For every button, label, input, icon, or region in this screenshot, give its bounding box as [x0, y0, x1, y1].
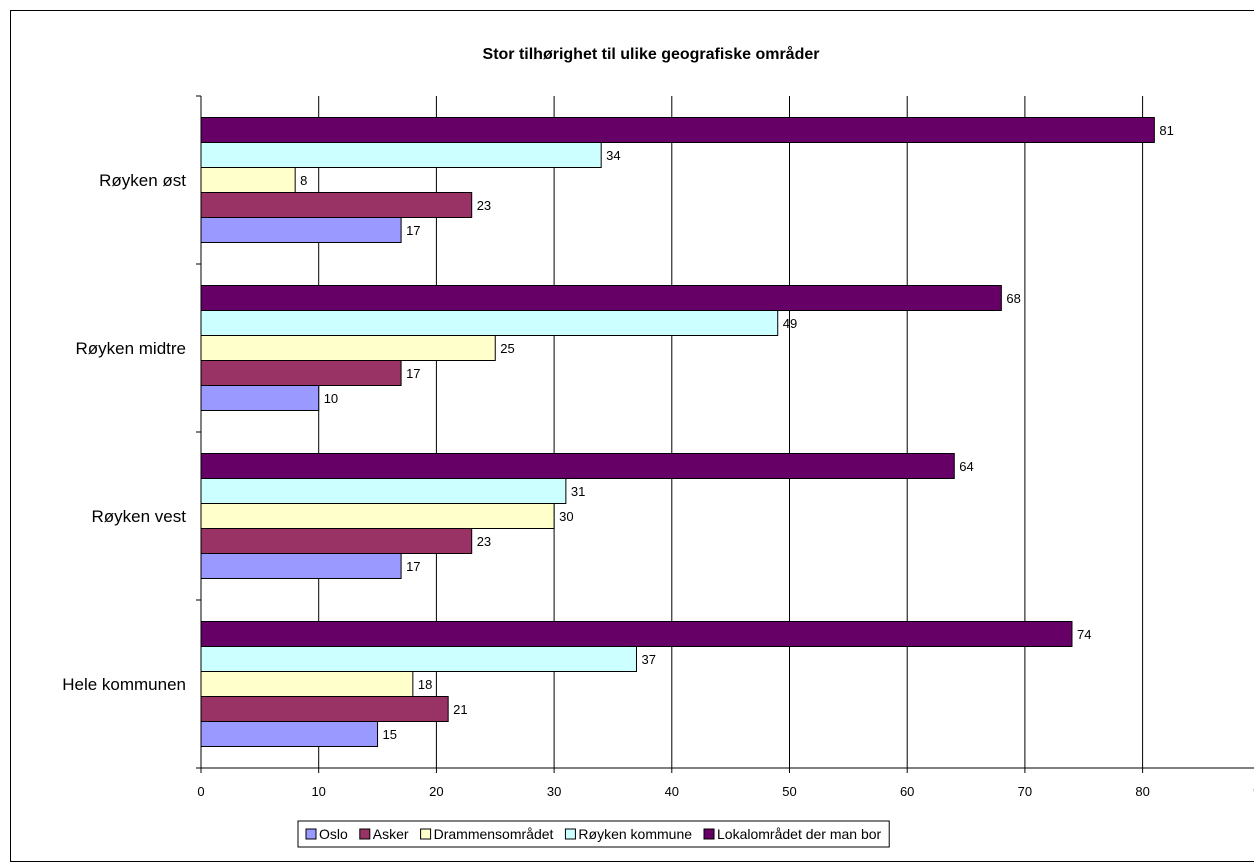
bar: [200, 553, 402, 579]
bar: [200, 721, 379, 747]
data-label: 34: [606, 148, 620, 163]
x-tick-label: 50: [782, 784, 796, 799]
x-tick-label: 20: [429, 784, 443, 799]
data-label: 17: [406, 223, 420, 238]
data-label: 23: [477, 198, 491, 213]
legend-swatch: [359, 828, 371, 840]
bar: [200, 310, 779, 336]
data-label: 21: [453, 702, 467, 717]
x-tick-label: 80: [1135, 784, 1149, 799]
category-label: Røyken vest: [92, 507, 187, 526]
bar: [200, 167, 296, 193]
data-label: 31: [571, 484, 585, 499]
bar: [200, 453, 955, 479]
category-label: Røyken øst: [99, 171, 186, 190]
bar: [200, 335, 496, 361]
data-label: 8: [300, 173, 307, 188]
legend-entry: Drammensområdet: [434, 826, 554, 842]
x-tick-label: 60: [900, 784, 914, 799]
data-label: 23: [477, 534, 491, 549]
data-label: 68: [1006, 291, 1020, 306]
x-tick-label: 30: [547, 784, 561, 799]
bar: [200, 285, 1002, 311]
bar: [200, 646, 637, 672]
bar: [200, 217, 402, 243]
category-label: Røyken midtre: [75, 339, 186, 358]
x-tick-label: 70: [1018, 784, 1032, 799]
data-label: 64: [959, 459, 973, 474]
legend-entry: Lokalområdet der man bor: [717, 826, 882, 842]
bar: [200, 142, 602, 168]
chart: Stor tilhørighet til ulike geografiske o…: [62, 45, 1254, 848]
x-tick-label: 10: [311, 784, 325, 799]
data-label: 17: [406, 366, 420, 381]
bar: [200, 385, 320, 411]
bar: [200, 621, 1073, 647]
labels: 0102030405060708090Røyken øst172383481Rø…: [62, 123, 1254, 799]
data-label: 10: [324, 391, 338, 406]
bar: [200, 671, 414, 697]
legend-entry: Røyken kommune: [578, 826, 692, 842]
x-tick-label: 40: [665, 784, 679, 799]
data-label: 17: [406, 559, 420, 574]
data-label: 25: [500, 341, 514, 356]
x-tick-label: 0: [197, 784, 204, 799]
legend-swatch: [564, 828, 576, 840]
legend-entry: Asker: [373, 826, 409, 842]
legend-swatch: [703, 828, 715, 840]
data-label: 18: [418, 677, 432, 692]
bar: [200, 478, 567, 504]
legend: Oslo Asker Drammensområdet Røyken kommune Lo…: [297, 820, 890, 848]
data-label: 81: [1159, 123, 1173, 138]
legend-entry: Oslo: [319, 826, 348, 842]
chart-frame: Stor tilhørighet til ulike geografiske o…: [10, 10, 1254, 862]
legend-swatch: [305, 828, 317, 840]
legend-box: [297, 820, 890, 848]
data-label: 15: [383, 727, 397, 742]
category-label: Hele kommunen: [62, 675, 186, 694]
data-label: 74: [1077, 627, 1091, 642]
bar: [200, 503, 555, 529]
bar: [200, 360, 402, 386]
data-label: 37: [641, 652, 655, 667]
bar: [200, 117, 1155, 143]
data-label: 30: [559, 509, 573, 524]
legend-swatch: [420, 828, 432, 840]
bar: [200, 192, 473, 218]
bars: [200, 117, 1155, 747]
bar: [200, 696, 449, 722]
data-label: 49: [783, 316, 797, 331]
axes: [196, 95, 1254, 773]
bar: [200, 528, 473, 554]
chart-title: Stor tilhørighet til ulike geografiske o…: [483, 45, 820, 63]
